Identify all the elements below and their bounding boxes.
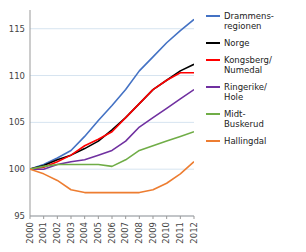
x-tick [153, 216, 154, 219]
x-tick-label: 2003 [66, 222, 76, 244]
x-tick-label: 2002 [52, 222, 62, 244]
x-tick [125, 216, 126, 219]
x-tick-label: 2012 [189, 222, 199, 244]
y-tick-label: 110 [9, 71, 25, 81]
x-tick [98, 216, 99, 219]
x-tick [43, 216, 44, 219]
x-tick [71, 216, 72, 219]
x-tick [194, 216, 195, 219]
series-line [30, 64, 194, 169]
series-line [30, 132, 194, 169]
x-tick [84, 216, 85, 219]
legend-swatch [206, 15, 220, 17]
grid-line [30, 169, 194, 170]
grid-line [30, 75, 194, 76]
x-tick-label: 2000 [25, 222, 35, 244]
legend-label: Midt-Buskerud [224, 109, 264, 129]
y-tick-label: 100 [9, 164, 25, 174]
y-tick-label: 105 [9, 117, 25, 127]
legend-label-line: Hallingdal [224, 136, 266, 146]
x-tick-label: 2004 [79, 222, 89, 244]
x-tick-label: 2001 [38, 222, 48, 244]
chart: 95 100 105 110 115 20002001 2002 20032004 2005 20… [0, 0, 306, 252]
x-tick-label: 2011 [175, 222, 185, 244]
x-tick-label: 2008 [134, 222, 144, 244]
x-tick [166, 216, 167, 219]
x-tick [180, 216, 181, 219]
y-tick-label: 115 [9, 24, 25, 34]
legend-label: Kongsberg/Numedal [224, 55, 272, 75]
legend-swatch [206, 113, 220, 115]
legend-label-line: Hole [224, 92, 243, 102]
legend-swatch [206, 140, 220, 142]
legend-swatch [206, 59, 220, 61]
legend-swatch [206, 42, 220, 44]
legend-label: Drammens-regionen [224, 11, 274, 31]
legend-label: Norge [224, 38, 250, 48]
x-tick [139, 216, 140, 219]
grid-line [30, 28, 194, 29]
x-tick [112, 216, 113, 219]
legend-label: Ringerike/Hole [224, 82, 267, 102]
legend-label-line: Numedal [224, 65, 262, 75]
plot-lines [30, 19, 194, 192]
x-tick-label: 2007 [120, 222, 130, 244]
legend-label-line: regionen [224, 21, 262, 31]
x-tick-label: 2009 [148, 222, 158, 244]
y-tick-label: 95 [14, 211, 25, 221]
grid-line [30, 122, 194, 123]
legend-swatch [206, 86, 220, 88]
x-tick-label: 2010 [161, 222, 171, 244]
x-tick-label: 2005 [93, 222, 103, 244]
x-tick-label: 2006 [107, 222, 117, 244]
legend-label-line: Kongsberg/ [224, 55, 272, 65]
y-axis-line [30, 10, 31, 216]
legend: Drammens-regionen Norge Kongsberg/Numedal R… [206, 11, 274, 146]
legend-label-line: Ringerike/ [224, 82, 267, 92]
series-line [30, 19, 194, 169]
legend-label-line: Buskerud [224, 119, 264, 129]
series-line [30, 90, 194, 170]
series-line [30, 73, 194, 169]
x-tick [30, 216, 31, 219]
legend-label-line: Norge [224, 38, 250, 48]
legend-label-line: Midt- [224, 109, 246, 119]
legend-label-line: Drammens- [224, 11, 274, 21]
x-tick [57, 216, 58, 219]
series-line [30, 162, 194, 193]
legend-label: Hallingdal [224, 136, 266, 146]
